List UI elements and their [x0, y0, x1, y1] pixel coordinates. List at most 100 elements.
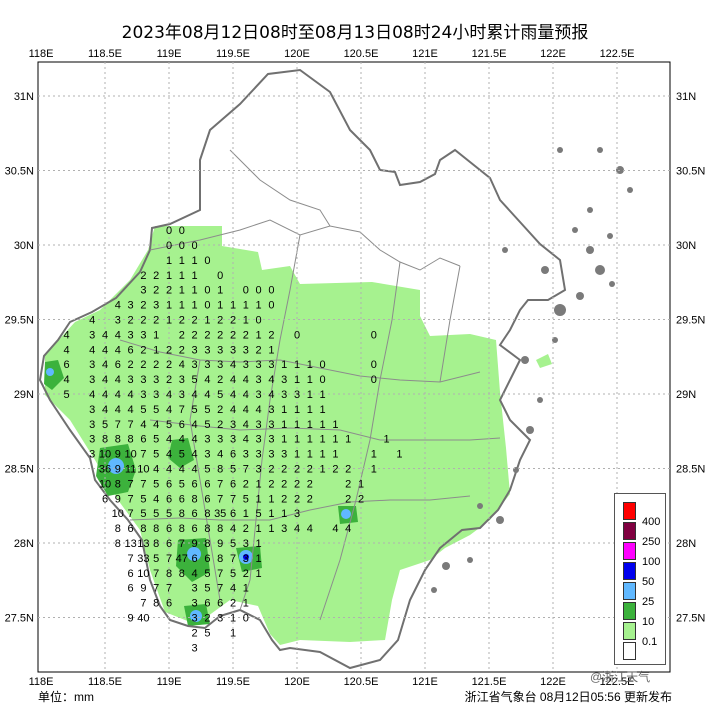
- rainfall-value: 1: [281, 434, 287, 446]
- rainfall-value: 9: [217, 538, 223, 550]
- rainfall-value: 2: [153, 270, 159, 282]
- y-tick-left: 28N: [14, 538, 34, 550]
- rainfall-value: 2: [179, 315, 185, 327]
- rainfall-value: 4: [89, 389, 95, 401]
- x-tick-top: 122E: [540, 48, 566, 60]
- x-tick-bottom: 120.5E: [344, 676, 379, 688]
- rainfall-value: 4: [217, 449, 223, 461]
- rainfall-value: 33: [137, 553, 149, 565]
- rainfall-value: 1: [268, 508, 274, 520]
- x-tick-top: 121.5E: [472, 48, 507, 60]
- rainfall-value: 4: [332, 523, 338, 535]
- rainfall-value: 2: [217, 315, 223, 327]
- rainfall-value: 1: [256, 329, 262, 341]
- rainfall-value: 2: [140, 300, 146, 312]
- rainfall-value: 8: [115, 538, 121, 550]
- rainfall-value: 2: [268, 464, 274, 476]
- rainfall-value: 2: [243, 329, 249, 341]
- rainfall-value: 8: [128, 434, 134, 446]
- rainfall-value: 2: [294, 478, 300, 490]
- province-outline: [38, 68, 567, 670]
- rainfall-value: 8: [217, 464, 223, 476]
- rainfall-value: 3: [153, 389, 159, 401]
- rainfall-value: 2: [294, 493, 300, 505]
- rainfall-value: 0: [192, 240, 198, 252]
- rainfall-value: 9: [140, 583, 146, 595]
- rainfall-value: 3: [153, 374, 159, 386]
- rainfall-value: 2: [166, 374, 172, 386]
- rainfall-value: 13: [124, 538, 136, 550]
- rainfall-value: 1: [320, 434, 326, 446]
- rainfall-value: 1: [307, 434, 313, 446]
- rainfall-value: 10: [137, 464, 149, 476]
- rainfall-value: 1: [179, 270, 185, 282]
- rainfall-value: 5: [179, 449, 185, 461]
- grid-lines: [38, 62, 670, 672]
- rainfall-value: 8: [115, 478, 121, 490]
- rainfall-value: 5: [204, 627, 210, 639]
- rainfall-value: 6: [128, 568, 134, 580]
- rain-core-blue-2: [187, 547, 201, 561]
- rainfall-value: 4: [115, 404, 121, 416]
- rainfall-value: 2: [268, 478, 274, 490]
- rainfall-value: 1: [332, 434, 338, 446]
- rainfall-value: 4: [153, 464, 159, 476]
- rainfall-value: 6: [204, 598, 210, 610]
- rainfall-value: 4: [64, 344, 70, 356]
- rainfall-value: 1: [243, 508, 249, 520]
- rainfall-value: 5: [153, 478, 159, 490]
- x-tick-top: 118E: [29, 48, 54, 60]
- rainfall-value: 9: [115, 449, 121, 461]
- county-boundaries: [119, 149, 501, 621]
- rainfall-value: 3: [256, 359, 262, 371]
- rainfall-value: 3: [217, 434, 223, 446]
- rainfall-value: 3: [89, 434, 95, 446]
- rainfall-value: 2: [307, 493, 313, 505]
- legend-label: 0.1: [642, 636, 658, 648]
- rainfall-value: 6: [179, 493, 185, 505]
- rainfall-value: 4: [115, 300, 121, 312]
- y-tick-right: 28.5N: [676, 464, 705, 476]
- rainfall-value: 4: [204, 374, 210, 386]
- rainfall-value: 8: [204, 523, 210, 535]
- rainfall-value: 0: [256, 285, 262, 297]
- rainfall-value: 10: [124, 449, 136, 461]
- rainfall-value: 3: [192, 583, 198, 595]
- rainfall-value: 7: [179, 404, 185, 416]
- rain-core-blue-6: [46, 368, 54, 376]
- rainfall-value: 8: [217, 523, 223, 535]
- rainfall-value: 3: [268, 434, 274, 446]
- rainfall-value: 9: [115, 464, 121, 476]
- rainfall-value: 2: [307, 464, 313, 476]
- rainfall-value: 1: [243, 583, 249, 595]
- rainfall-value: 1: [179, 300, 185, 312]
- rainfall-value: 1: [294, 374, 300, 386]
- y-tick-left: 27.5N: [5, 613, 34, 625]
- rainfall-value: 2: [166, 344, 172, 356]
- rain-core-blue-5: [341, 509, 351, 519]
- rainfall-value: 4: [166, 434, 172, 446]
- x-tick-top: 119E: [157, 48, 182, 60]
- rainfall-value: 3: [89, 419, 95, 431]
- rainfall-value: 1: [294, 359, 300, 371]
- rainfall-value: 6: [64, 359, 70, 371]
- rainfall-value: 7: [230, 553, 236, 565]
- map-frame: [37, 61, 671, 673]
- rainfall-value: 6: [192, 478, 198, 490]
- rainfall-value: 4: [243, 419, 249, 431]
- rainfall-value: 7: [166, 553, 172, 565]
- rainfall-value: 7: [128, 508, 134, 520]
- rainfall-value: 1: [307, 404, 313, 416]
- rainfall-value: 5: [204, 464, 210, 476]
- legend-label: 10: [642, 616, 655, 628]
- rainfall-value: 0: [268, 300, 274, 312]
- rainfall-value: 0: [204, 285, 210, 297]
- rainfall-value: 4: [179, 434, 185, 446]
- rainfall-value: 8: [102, 434, 108, 446]
- rainfall-value: 1: [320, 464, 326, 476]
- rainfall-value: 2: [217, 419, 223, 431]
- rainfall-value: 11: [125, 464, 136, 476]
- rainfall-value: 1: [281, 359, 287, 371]
- rainfall-value: 9: [192, 538, 198, 550]
